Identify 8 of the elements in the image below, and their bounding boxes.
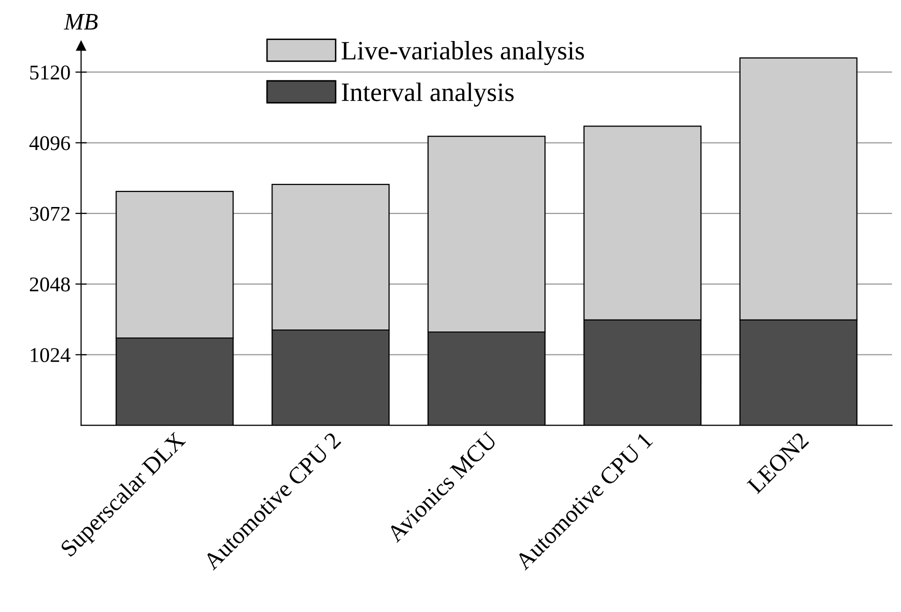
legend-label: Interval analysis <box>342 82 514 107</box>
y-tick-label: 4096 <box>29 136 70 150</box>
y-tick-label: 3072 <box>30 206 70 221</box>
y-tick-label: 2048 <box>30 277 70 292</box>
y-axis-title: MB <box>64 14 98 30</box>
legend-label: Live-variables analysis <box>342 41 584 66</box>
y-tick-label: 5120 <box>30 65 70 80</box>
y-tick-label: 1024 <box>30 348 70 362</box>
